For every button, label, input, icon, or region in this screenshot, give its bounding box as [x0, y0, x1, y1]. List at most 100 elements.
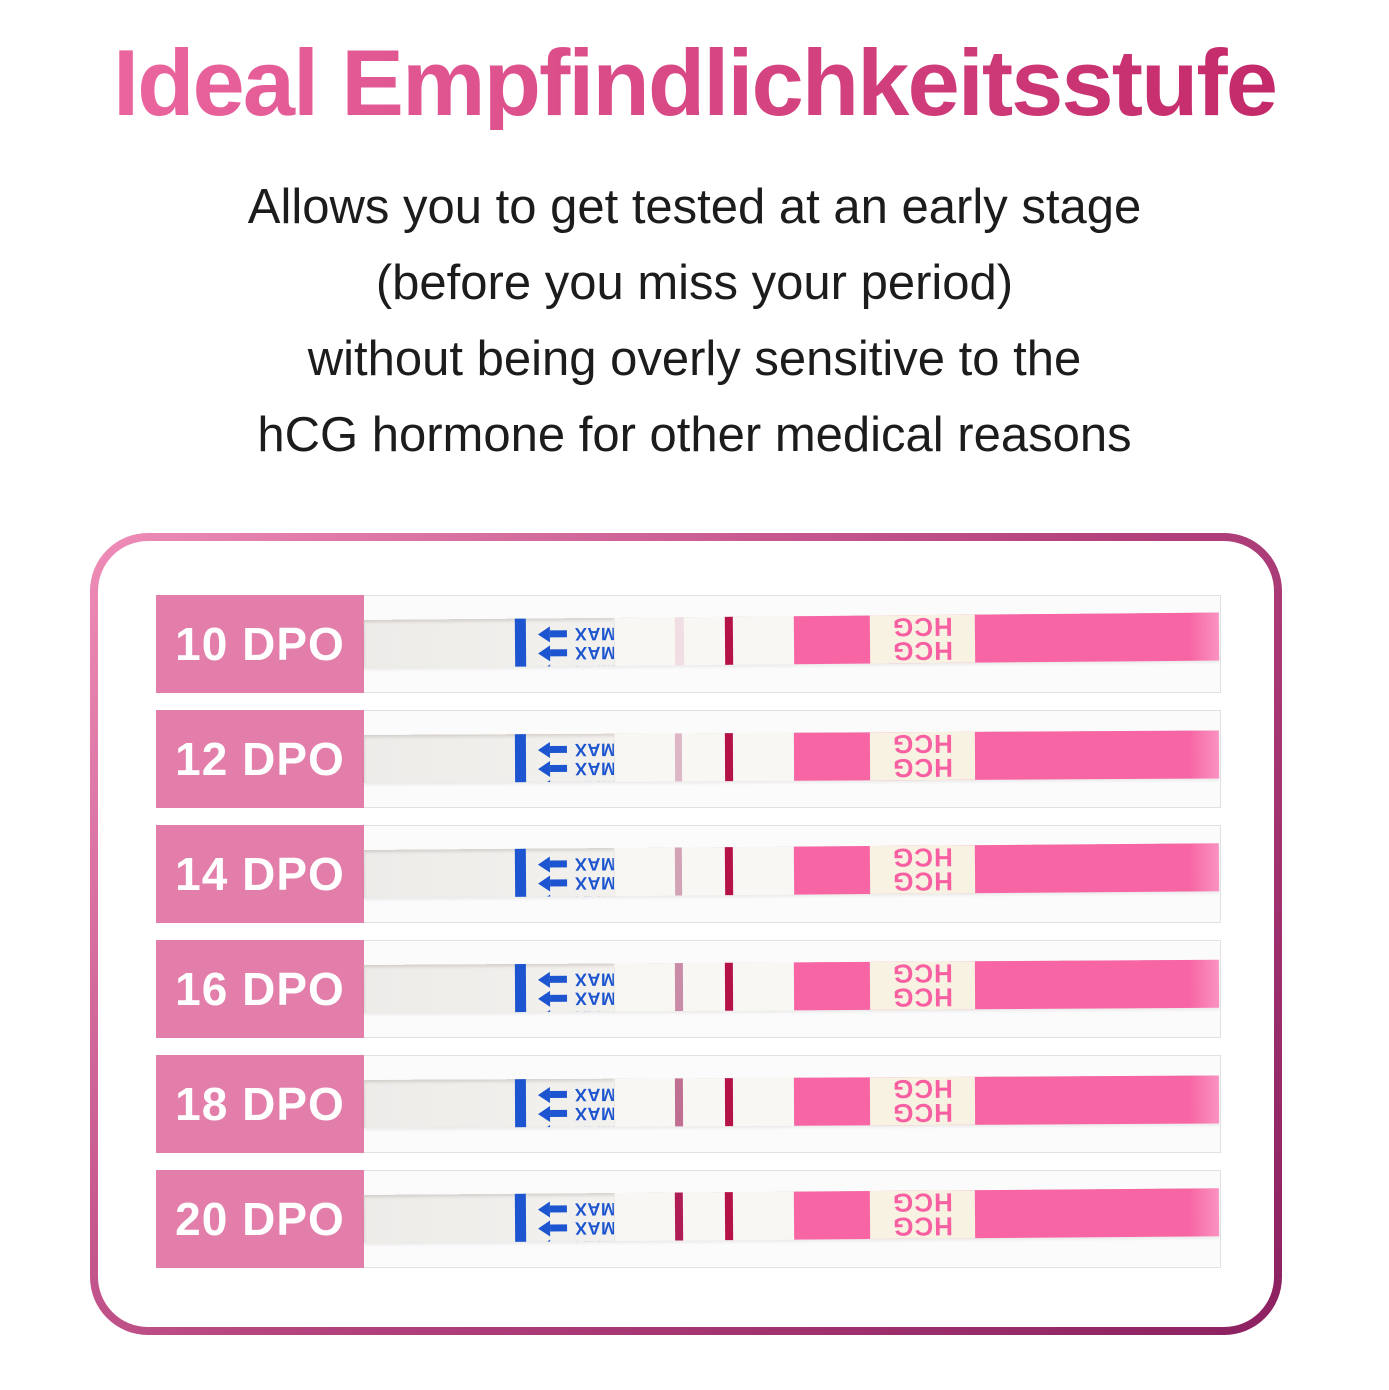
control-line — [724, 1078, 734, 1127]
dpo-label: 20 DPO — [156, 1170, 364, 1268]
max-text: MAX — [574, 988, 617, 1009]
max-line: MAX — [530, 1084, 617, 1105]
dpo-row: 20 DPO MAX MAX MAX — [156, 1170, 1274, 1268]
max-text: MAX — [574, 758, 617, 779]
max-line: MAX — [530, 854, 616, 874]
hcg-label-area: HCG HCG — [869, 611, 976, 667]
hcg-text: HCG — [892, 635, 954, 667]
control-line — [724, 1192, 734, 1241]
max-text-block: MAX MAX MAX — [530, 734, 616, 782]
result-window — [613, 962, 796, 1012]
arrow-right-icon — [550, 745, 568, 754]
arrow-right-icon — [550, 879, 568, 887]
max-fill-marker — [514, 964, 527, 1013]
arrow-right-icon — [550, 975, 568, 983]
result-window — [613, 616, 796, 666]
dpo-label: 10 DPO — [156, 595, 364, 693]
result-window — [613, 1191, 796, 1242]
max-fill-marker — [514, 848, 527, 897]
max-text-block: MAX MAX MAX — [530, 1079, 616, 1127]
pregnancy-test-strip: MAX MAX MAX — [363, 611, 1220, 668]
strip-track: MAX MAX MAX — [363, 1170, 1221, 1268]
hcg-text: HCG — [891, 728, 953, 760]
max-line: MAX — [530, 988, 617, 1009]
test-line — [674, 617, 685, 666]
dpo-row: 14 DPO MAX MAX MAX — [156, 825, 1274, 923]
test-line — [674, 1078, 684, 1127]
description-line: without being overly sensitive to the — [307, 332, 1082, 386]
strip-track: MAX MAX MAX — [363, 825, 1221, 923]
strip-track: MAX MAX MAX — [363, 940, 1221, 1038]
max-fill-marker — [514, 618, 527, 667]
max-line: MAX — [530, 739, 617, 760]
hcg-text: HCG — [891, 958, 953, 989]
control-line — [724, 962, 734, 1011]
description: Allows you to get tested at an early sta… — [0, 169, 1389, 473]
description-line: hCG hormone for other medical reasons — [257, 408, 1132, 462]
max-text: MAX — [574, 854, 617, 875]
max-fill-marker — [514, 1193, 527, 1242]
max-line: MAX — [530, 1103, 617, 1124]
max-text: MAX — [574, 623, 617, 645]
control-line — [724, 847, 734, 896]
test-strip-panel: 10 DPO MAX MAX MAX — [90, 533, 1282, 1335]
arrow-right-icon — [550, 1224, 568, 1232]
dpo-label: 18 DPO — [156, 1055, 364, 1153]
max-line: MAX — [530, 624, 616, 644]
max-text: MAX — [574, 739, 617, 760]
arrow-right-icon — [550, 860, 568, 868]
test-line — [674, 847, 683, 896]
hcg-label-area: HCG HCG — [869, 958, 976, 1013]
max-text-block: MAX MAX MAX — [530, 618, 616, 667]
dpo-label: 12 DPO — [156, 710, 364, 808]
arrow-right-icon — [550, 649, 568, 657]
max-line: MAX — [530, 1218, 616, 1238]
hcg-text: HCG — [891, 842, 953, 873]
dpo-row: 16 DPO MAX MAX MAX — [156, 940, 1274, 1038]
result-window — [613, 732, 796, 782]
max-line: MAX — [530, 1199, 616, 1219]
hcg-text: HCG — [891, 611, 953, 643]
arrow-right-icon — [550, 1109, 568, 1118]
pregnancy-test-strip: MAX MAX MAX — [363, 1187, 1220, 1243]
arrow-right-icon — [550, 1090, 568, 1099]
max-text: MAX — [574, 1103, 617, 1124]
max-fill-marker — [514, 734, 527, 783]
strip-track: MAX MAX MAX — [363, 1055, 1221, 1153]
arrow-right-icon — [550, 994, 568, 1002]
pregnancy-test-strip: MAX MAX MAX — [363, 1073, 1220, 1128]
hcg-text: HCG — [891, 1187, 953, 1218]
arrow-right-icon — [550, 764, 568, 773]
dpo-label: 16 DPO — [156, 940, 364, 1038]
dpo-label: 14 DPO — [156, 825, 364, 923]
dpo-row: 10 DPO MAX MAX MAX — [156, 595, 1274, 693]
dpo-row: 12 DPO MAX MAX MAX — [156, 710, 1274, 808]
hcg-text: HCG — [892, 982, 954, 1013]
pregnancy-test-strip: MAX MAX MAX — [363, 958, 1220, 1013]
max-line: MAX — [530, 873, 616, 893]
max-line: MAX — [530, 969, 616, 990]
hcg-text: HCG — [892, 752, 954, 784]
strip-track: MAX MAX MAX — [363, 710, 1221, 808]
test-line — [674, 733, 683, 782]
hcg-text: HCG — [892, 866, 954, 897]
test-line — [674, 963, 684, 1012]
hcg-label-area: HCG HCG — [869, 1187, 976, 1242]
hcg-text: HCG — [891, 1073, 953, 1105]
strip-handle: HCG HCG — [793, 1187, 1220, 1242]
description-line: (before you miss your period) — [375, 256, 1014, 310]
dpo-rows: 10 DPO MAX MAX MAX — [156, 595, 1274, 1268]
test-strip-panel-inner: 10 DPO MAX MAX MAX — [98, 541, 1274, 1327]
max-text: MAX — [574, 642, 617, 664]
strip-handle: HCG HCG — [793, 958, 1220, 1013]
max-text: MAX — [574, 873, 617, 894]
max-text: MAX — [574, 1084, 617, 1105]
result-window — [613, 846, 796, 897]
max-text: MAX — [574, 1218, 617, 1239]
description-line: Allows you to get tested at an early sta… — [247, 180, 1142, 234]
pregnancy-test-strip: MAX MAX MAX — [363, 842, 1220, 898]
page-title: Ideal Empfindlichkeitsstufe — [0, 36, 1389, 130]
strip-handle: HCG HCG — [793, 1073, 1220, 1128]
max-line: MAX — [530, 643, 616, 663]
max-text: MAX — [574, 1199, 617, 1220]
